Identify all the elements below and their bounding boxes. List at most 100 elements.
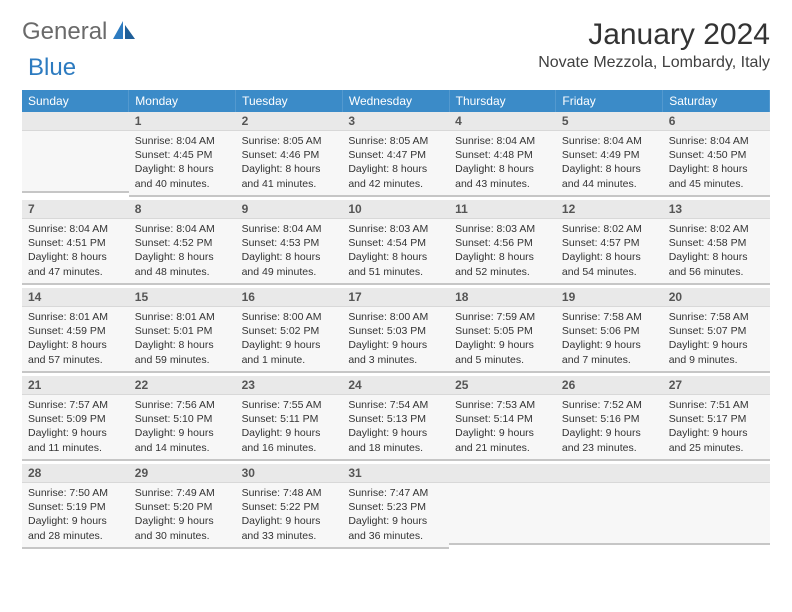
calendar-cell: 8Sunrise: 8:04 AMSunset: 4:52 PMDaylight… (129, 200, 236, 288)
calendar-cell: 1Sunrise: 8:04 AMSunset: 4:45 PMDaylight… (129, 112, 236, 200)
day-number: 29 (129, 464, 236, 483)
day-details: Sunrise: 8:04 AMSunset: 4:52 PMDaylight:… (129, 219, 236, 285)
calendar-cell: 19Sunrise: 7:58 AMSunset: 5:06 PMDayligh… (556, 288, 663, 376)
day-details (449, 483, 556, 545)
calendar-cell: 28Sunrise: 7:50 AMSunset: 5:19 PMDayligh… (22, 464, 129, 552)
calendar-cell: 21Sunrise: 7:57 AMSunset: 5:09 PMDayligh… (22, 376, 129, 464)
day-details: Sunrise: 7:55 AMSunset: 5:11 PMDaylight:… (236, 395, 343, 461)
calendar-cell: 2Sunrise: 8:05 AMSunset: 4:46 PMDaylight… (236, 112, 343, 200)
calendar-head: SundayMondayTuesdayWednesdayThursdayFrid… (22, 90, 770, 112)
day-number: 5 (556, 112, 663, 131)
day-number (22, 112, 129, 131)
day-details: Sunrise: 8:00 AMSunset: 5:03 PMDaylight:… (342, 307, 449, 373)
calendar-cell (22, 112, 129, 200)
day-details: Sunrise: 8:04 AMSunset: 4:50 PMDaylight:… (663, 131, 770, 197)
calendar-cell: 5Sunrise: 8:04 AMSunset: 4:49 PMDaylight… (556, 112, 663, 200)
weekday-header: Friday (556, 90, 663, 112)
weekday-header: Thursday (449, 90, 556, 112)
calendar-cell: 16Sunrise: 8:00 AMSunset: 5:02 PMDayligh… (236, 288, 343, 376)
day-details: Sunrise: 7:52 AMSunset: 5:16 PMDaylight:… (556, 395, 663, 461)
brand-word-1: General (22, 18, 107, 46)
calendar-cell: 27Sunrise: 7:51 AMSunset: 5:17 PMDayligh… (663, 376, 770, 464)
calendar-cell: 6Sunrise: 8:04 AMSunset: 4:50 PMDaylight… (663, 112, 770, 200)
calendar-cell: 17Sunrise: 8:00 AMSunset: 5:03 PMDayligh… (342, 288, 449, 376)
day-number: 14 (22, 288, 129, 307)
day-number: 4 (449, 112, 556, 131)
calendar-cell: 18Sunrise: 7:59 AMSunset: 5:05 PMDayligh… (449, 288, 556, 376)
weekday-header: Tuesday (236, 90, 343, 112)
calendar-cell: 9Sunrise: 8:04 AMSunset: 4:53 PMDaylight… (236, 200, 343, 288)
calendar-cell: 4Sunrise: 8:04 AMSunset: 4:48 PMDaylight… (449, 112, 556, 200)
day-details: Sunrise: 8:01 AMSunset: 5:01 PMDaylight:… (129, 307, 236, 373)
day-details: Sunrise: 7:51 AMSunset: 5:17 PMDaylight:… (663, 395, 770, 461)
day-number: 11 (449, 200, 556, 219)
weekday-header: Monday (129, 90, 236, 112)
calendar-cell: 10Sunrise: 8:03 AMSunset: 4:54 PMDayligh… (342, 200, 449, 288)
day-details: Sunrise: 8:04 AMSunset: 4:45 PMDaylight:… (129, 131, 236, 197)
calendar-row: 14Sunrise: 8:01 AMSunset: 4:59 PMDayligh… (22, 288, 770, 376)
day-number: 13 (663, 200, 770, 219)
day-details: Sunrise: 8:03 AMSunset: 4:56 PMDaylight:… (449, 219, 556, 285)
day-details: Sunrise: 8:00 AMSunset: 5:02 PMDaylight:… (236, 307, 343, 373)
day-details: Sunrise: 8:02 AMSunset: 4:57 PMDaylight:… (556, 219, 663, 285)
day-number (449, 464, 556, 483)
day-number: 22 (129, 376, 236, 395)
weekday-header: Saturday (663, 90, 770, 112)
day-details: Sunrise: 8:05 AMSunset: 4:47 PMDaylight:… (342, 131, 449, 197)
day-details: Sunrise: 7:53 AMSunset: 5:14 PMDaylight:… (449, 395, 556, 461)
day-number: 31 (342, 464, 449, 483)
day-number: 12 (556, 200, 663, 219)
day-details: Sunrise: 7:56 AMSunset: 5:10 PMDaylight:… (129, 395, 236, 461)
calendar-cell: 31Sunrise: 7:47 AMSunset: 5:23 PMDayligh… (342, 464, 449, 552)
day-details: Sunrise: 8:01 AMSunset: 4:59 PMDaylight:… (22, 307, 129, 373)
calendar-cell: 15Sunrise: 8:01 AMSunset: 5:01 PMDayligh… (129, 288, 236, 376)
day-number: 1 (129, 112, 236, 131)
day-details: Sunrise: 7:58 AMSunset: 5:07 PMDaylight:… (663, 307, 770, 373)
day-number: 8 (129, 200, 236, 219)
day-number: 7 (22, 200, 129, 219)
day-details: Sunrise: 7:48 AMSunset: 5:22 PMDaylight:… (236, 483, 343, 549)
calendar-row: 21Sunrise: 7:57 AMSunset: 5:09 PMDayligh… (22, 376, 770, 464)
day-number: 10 (342, 200, 449, 219)
calendar-cell: 12Sunrise: 8:02 AMSunset: 4:57 PMDayligh… (556, 200, 663, 288)
calendar-cell: 3Sunrise: 8:05 AMSunset: 4:47 PMDaylight… (342, 112, 449, 200)
location-subtitle: Novate Mezzola, Lombardy, Italy (538, 54, 770, 72)
day-details: Sunrise: 8:03 AMSunset: 4:54 PMDaylight:… (342, 219, 449, 285)
day-number: 9 (236, 200, 343, 219)
calendar-row: 7Sunrise: 8:04 AMSunset: 4:51 PMDaylight… (22, 200, 770, 288)
day-details: Sunrise: 7:59 AMSunset: 5:05 PMDaylight:… (449, 307, 556, 373)
day-number: 16 (236, 288, 343, 307)
day-number (556, 464, 663, 483)
day-details: Sunrise: 7:57 AMSunset: 5:09 PMDaylight:… (22, 395, 129, 461)
day-number: 20 (663, 288, 770, 307)
brand-word-2: Blue (28, 54, 76, 81)
day-number: 18 (449, 288, 556, 307)
day-number: 28 (22, 464, 129, 483)
day-details (663, 483, 770, 545)
calendar-cell (449, 464, 556, 552)
calendar-cell: 20Sunrise: 7:58 AMSunset: 5:07 PMDayligh… (663, 288, 770, 376)
day-details (22, 131, 129, 193)
calendar-cell: 29Sunrise: 7:49 AMSunset: 5:20 PMDayligh… (129, 464, 236, 552)
day-details: Sunrise: 8:05 AMSunset: 4:46 PMDaylight:… (236, 131, 343, 197)
calendar-cell: 14Sunrise: 8:01 AMSunset: 4:59 PMDayligh… (22, 288, 129, 376)
day-number: 6 (663, 112, 770, 131)
day-number: 2 (236, 112, 343, 131)
day-details: Sunrise: 8:02 AMSunset: 4:58 PMDaylight:… (663, 219, 770, 285)
month-title: January 2024 (538, 18, 770, 52)
calendar-cell (556, 464, 663, 552)
day-details: Sunrise: 8:04 AMSunset: 4:49 PMDaylight:… (556, 131, 663, 197)
calendar-cell: 13Sunrise: 8:02 AMSunset: 4:58 PMDayligh… (663, 200, 770, 288)
day-details: Sunrise: 8:04 AMSunset: 4:48 PMDaylight:… (449, 131, 556, 197)
day-number: 27 (663, 376, 770, 395)
day-number: 23 (236, 376, 343, 395)
calendar-cell (663, 464, 770, 552)
calendar-cell: 26Sunrise: 7:52 AMSunset: 5:16 PMDayligh… (556, 376, 663, 464)
day-details: Sunrise: 8:04 AMSunset: 4:51 PMDaylight:… (22, 219, 129, 285)
day-details: Sunrise: 8:04 AMSunset: 4:53 PMDaylight:… (236, 219, 343, 285)
weekday-header: Wednesday (342, 90, 449, 112)
calendar-table: SundayMondayTuesdayWednesdayThursdayFrid… (22, 90, 770, 552)
weekday-header: Sunday (22, 90, 129, 112)
calendar-row: 1Sunrise: 8:04 AMSunset: 4:45 PMDaylight… (22, 112, 770, 200)
day-details: Sunrise: 7:47 AMSunset: 5:23 PMDaylight:… (342, 483, 449, 549)
